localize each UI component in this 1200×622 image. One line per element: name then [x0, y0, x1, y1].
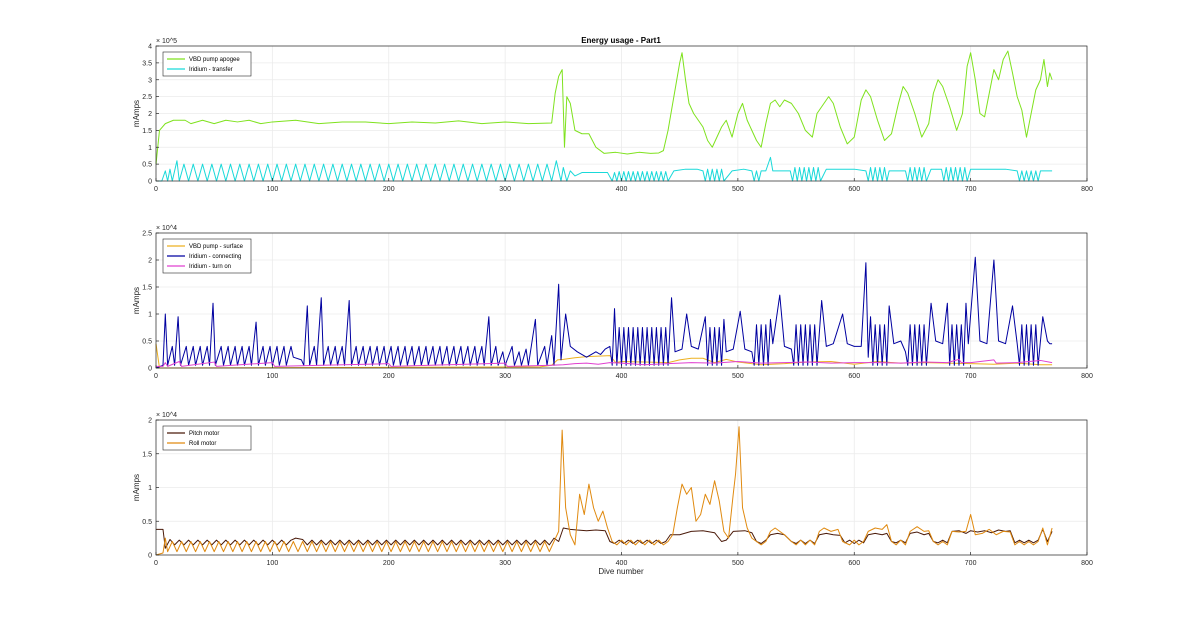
panels: 0 100 200 300 400 500 600 700 80000.511.522.533.… — [132, 38, 1093, 567]
series-line-2 — [155, 426, 1053, 556]
y-exponent-label: × 10^4 — [156, 225, 177, 232]
chart-title: Energy usage - Part1 — [581, 36, 661, 45]
legend-label: Iridium - turn on — [189, 264, 231, 270]
chart-panel-2: 0 100 200 300 400 500 600 700 800 0 0.5 1 1.5 2 2.5 × 1… — [132, 225, 1093, 380]
x-tick-label: 400 — [616, 373, 628, 380]
y-tick-label: 4 — [148, 44, 152, 51]
y-axis-label: mAmps — [132, 100, 141, 127]
x-tick-label: 0 — [154, 186, 158, 193]
x-tick-label: 300 — [499, 560, 511, 567]
series-line-3 — [156, 358, 1053, 367]
legend-label: Iridium - transfer — [189, 67, 233, 73]
legend: Pitch motor Roll motor — [162, 425, 252, 451]
x-tick-label: 400 — [616, 560, 628, 567]
x-tick-label: 100 — [267, 560, 279, 567]
y-tick-label: 1 — [148, 312, 152, 319]
x-tick-label: 700 — [965, 560, 977, 567]
x-tick-label: 700 — [965, 186, 977, 193]
series-line-2 — [156, 156, 1053, 182]
x-tick-label: 300 — [499, 186, 511, 193]
legend-box — [162, 425, 252, 451]
legend-label: Roll motor — [189, 441, 216, 447]
x-tick-label: 600 — [848, 186, 860, 193]
legend: VBD pump apogee Iridium - transfer — [162, 51, 252, 77]
x-tick-label: 500 — [732, 560, 744, 567]
y-tick-label: 1.5 — [142, 285, 152, 292]
y-tick-label: 2.5 — [142, 94, 152, 101]
legend-label: Pitch motor — [189, 431, 219, 437]
y-tick-label: 2 — [148, 258, 152, 265]
x-tick-label: 800 — [1081, 560, 1093, 567]
y-tick-label: 2 — [148, 111, 152, 118]
series-line-1 — [155, 50, 1053, 165]
legend-label: VBD pump apogee — [189, 57, 240, 63]
y-tick-label: 1 — [148, 145, 152, 152]
y-tick-label: 2 — [148, 418, 152, 425]
x-tick-label: 200 — [383, 560, 395, 567]
x-tick-label: 100 — [267, 373, 279, 380]
y-tick-label: 1 — [148, 485, 152, 492]
x-tick-label: 400 — [616, 186, 628, 193]
x-tick-label: 600 — [848, 560, 860, 567]
x-tick-label: 500 — [732, 186, 744, 193]
x-tick-label: 300 — [499, 373, 511, 380]
x-tick-label: 200 — [383, 186, 395, 193]
x-tick-label: 700 — [965, 373, 977, 380]
y-tick-label: 1.5 — [142, 451, 152, 458]
y-axis-label: mAmps — [132, 474, 141, 501]
y-tick-label: 2.5 — [142, 231, 152, 238]
y-tick-label: 0 — [148, 553, 152, 560]
y-tick-label: 0.5 — [142, 162, 152, 169]
y-exponent-label: × 10^5 — [156, 38, 177, 45]
y-exponent-label: × 10^4 — [156, 412, 177, 419]
y-tick-label: 3.5 — [142, 60, 152, 67]
y-tick-label: 3 — [148, 77, 152, 84]
x-tick-label: 800 — [1081, 373, 1093, 380]
x-tick-label: 0 — [154, 373, 158, 380]
x-tick-label: 800 — [1081, 186, 1093, 193]
x-tick-label: 200 — [383, 373, 395, 380]
y-tick-label: 0 — [148, 366, 152, 373]
x-tick-label: 100 — [267, 186, 279, 193]
x-axis-label: Dive number — [598, 567, 644, 576]
y-tick-label: 1.5 — [142, 128, 152, 135]
x-tick-label: 0 — [154, 560, 158, 567]
chart-panel-1: 0 100 200 300 400 500 600 700 800 0 0.5 1 1.5 2 2.5 3 3.… — [132, 38, 1093, 193]
legend-label: Iridium - connecting — [189, 254, 241, 260]
legend-box — [162, 51, 252, 77]
chart-panel-3: 0 100 200 300 400 500 600 700 800 0 0.5 1 1.5 2 × 10^4… — [132, 412, 1093, 567]
x-tick-label: 600 — [848, 373, 860, 380]
series-line-1 — [155, 343, 1053, 369]
legend-label: VBD pump - surface — [189, 244, 244, 250]
legend: VBD pump - surface Iridium - connecting Ir… — [162, 238, 252, 274]
y-tick-label: 0.5 — [142, 339, 152, 346]
y-tick-label: 0.5 — [142, 519, 152, 526]
series-line-1 — [156, 527, 1053, 549]
x-tick-label: 500 — [732, 373, 744, 380]
y-tick-label: 0 — [148, 179, 152, 186]
y-axis-label: mAmps — [132, 287, 141, 314]
